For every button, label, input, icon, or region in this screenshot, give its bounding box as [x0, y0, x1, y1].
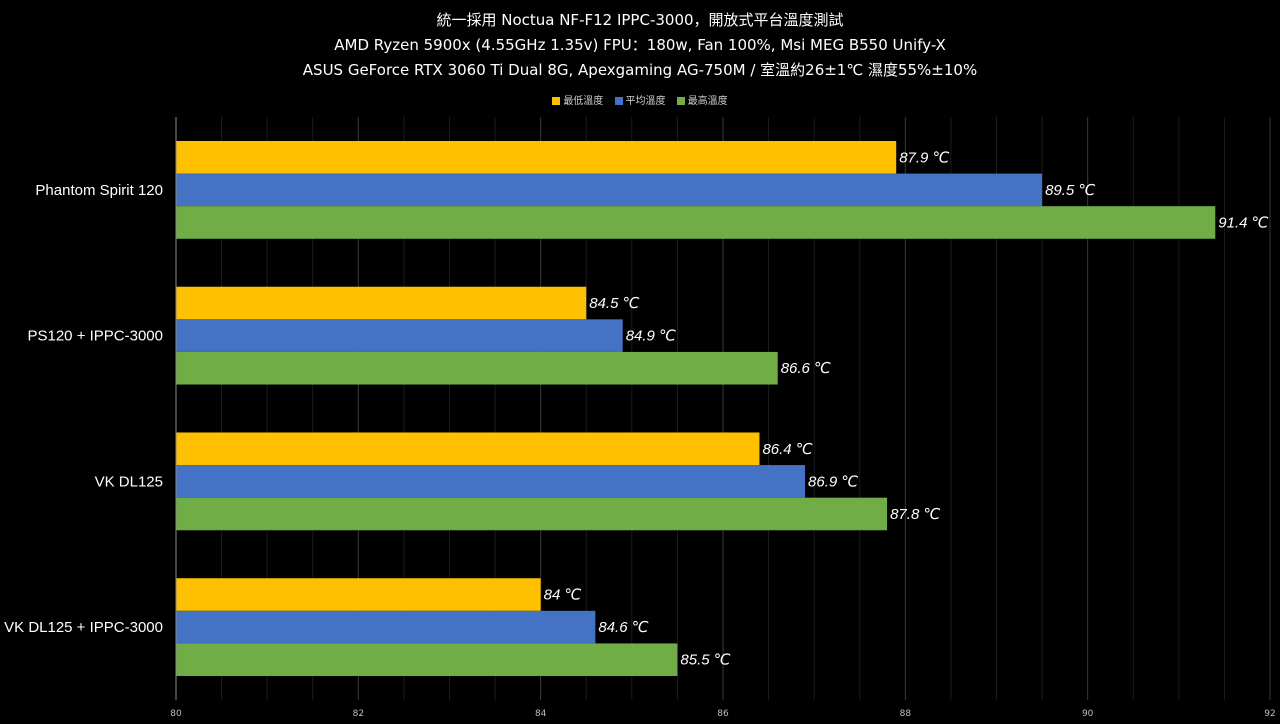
legend-label-avg: 平均溫度: [625, 96, 666, 107]
category-label: Phantom Spirit 120: [35, 182, 163, 199]
legend-swatch-max: [676, 97, 685, 105]
x-tick-label: 84: [535, 709, 547, 719]
data-label: 84.5 ℃: [589, 295, 639, 312]
data-label: 87.8 ℃: [890, 506, 940, 523]
data-label: 89.5 ℃: [1045, 182, 1095, 199]
data-label: 91.4 ℃: [1218, 214, 1268, 231]
data-label: 84.6 ℃: [598, 619, 648, 636]
bar-min: [176, 432, 760, 466]
legend-label-min: 最低溫度: [563, 96, 604, 107]
data-label: 86.6 ℃: [781, 360, 831, 377]
bar-avg: [176, 319, 623, 352]
bar-max: [176, 206, 1216, 239]
bar-min: [176, 286, 587, 320]
x-tick-label: 90: [1082, 709, 1094, 719]
category-label: VK DL125 + IPPC-3000: [4, 619, 163, 636]
category-label: PS120 + IPPC-3000: [27, 328, 163, 345]
legend-item-max: 最高溫度: [676, 92, 728, 107]
data-label: 86.4 ℃: [762, 441, 812, 458]
legend-item-min: 最低溫度: [552, 92, 603, 107]
x-tick-label: 82: [353, 709, 364, 719]
data-label: 87.9 ℃: [899, 149, 949, 166]
chart-title-block: 統一採用 Noctua NF-F12 IPPC-3000，開放式平台溫度測試 A…: [0, 0, 1280, 83]
data-label: 84 ℃: [544, 587, 582, 604]
bar-avg: [176, 465, 806, 498]
bar-max: [176, 643, 678, 677]
x-tick-label: 80: [170, 709, 182, 719]
chart-title: 統一採用 Noctua NF-F12 IPPC-3000，開放式平台溫度測試: [436, 11, 844, 29]
chart-subtitle-environment: ASUS GeForce RTX 3060 Ti Dual 8G, Apexga…: [302, 61, 978, 79]
x-tick-label: 88: [900, 709, 912, 719]
data-label: 85.5 ℃: [680, 652, 730, 669]
chart-legend: 最低溫度 平均溫度 最高溫度: [0, 92, 1280, 107]
bar-avg: [176, 173, 1043, 207]
legend-swatch-avg: [614, 97, 623, 105]
bar-avg: [176, 610, 596, 644]
x-tick-label: 92: [1264, 709, 1275, 719]
data-label: 86.9 ℃: [808, 473, 858, 490]
category-label: VK DL125: [95, 473, 163, 490]
x-tick-label: 86: [717, 709, 729, 719]
bar-max: [176, 497, 888, 531]
bar-min: [176, 140, 897, 174]
bar-min: [176, 578, 541, 611]
data-label: 84.9 ℃: [626, 328, 676, 345]
legend-swatch-min: [552, 97, 561, 105]
bar-max: [176, 351, 778, 385]
chart-subtitle-system: AMD Ryzen 5900x (4.55GHz 1.35v) FPU：180w…: [334, 36, 946, 54]
legend-item-avg: 平均溫度: [614, 92, 666, 107]
legend-label-max: 最高溫度: [687, 96, 728, 107]
